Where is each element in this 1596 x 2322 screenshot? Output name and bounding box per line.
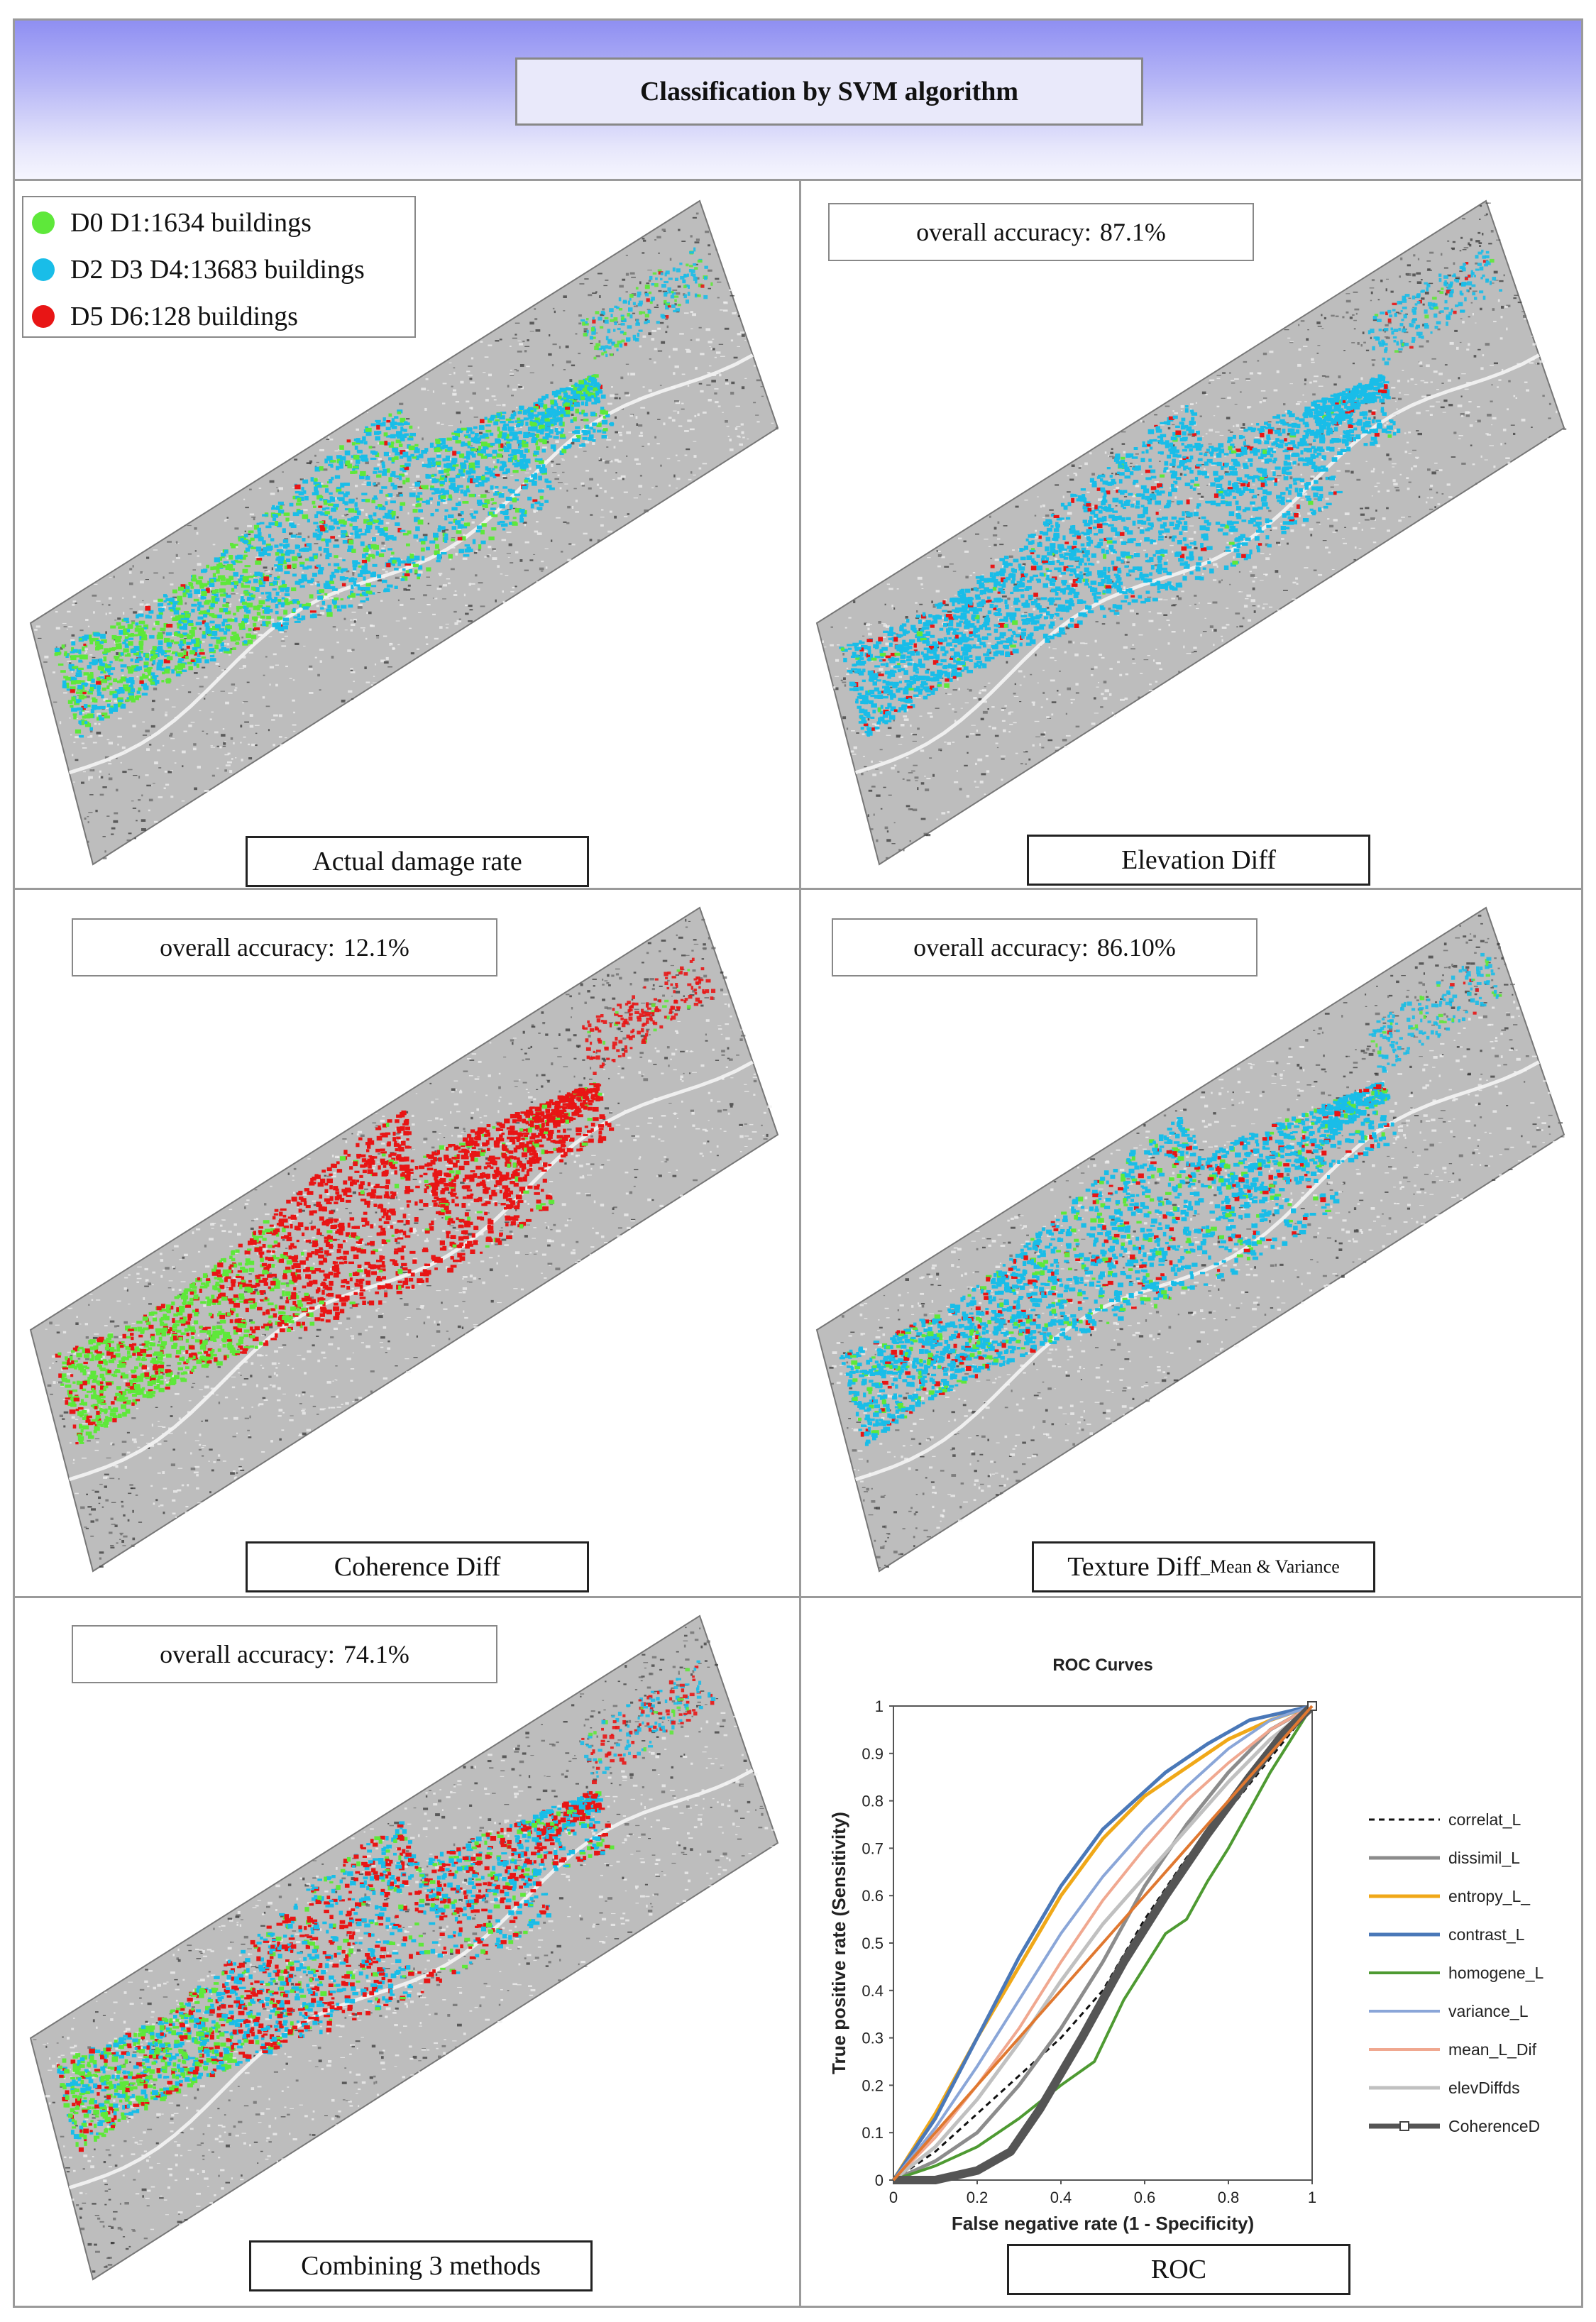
legend-entry-label: mean_L_Dif [1448, 2040, 1537, 2059]
figure-title: Classification by SVM algorithm [515, 57, 1143, 126]
y-tick-label: 0.6 [862, 1887, 884, 1905]
chart-title: ROC Curves [1052, 1656, 1152, 1675]
accuracy-value: 12.1% [343, 933, 409, 962]
panel-elevation-diff: overall accuracy: 87.1% Elevation Diff [801, 183, 1585, 888]
y-tick-label: 0.5 [862, 1935, 884, 1952]
accuracy-label: overall accuracy: [160, 933, 335, 962]
legend-entry-label: entropy_L_ [1448, 1887, 1531, 1905]
series-line-variance-l [892, 1705, 1313, 2181]
row-divider-1 [15, 888, 1581, 890]
panel-label: ROC [1007, 2244, 1350, 2295]
accuracy-value: 87.1% [1099, 218, 1166, 246]
legend-entry-label: homogene_L [1448, 1964, 1543, 1982]
header-band: Classification by SVM algorithm [15, 21, 1581, 181]
x-tick-label: 0 [889, 2189, 898, 2206]
x-tick-label: 0.2 [967, 2189, 989, 2206]
panel-coherence-diff: overall accuracy: 12.1% Coherence Diff [15, 890, 799, 1596]
building-points [54, 247, 713, 738]
legend-entry-label: elevDiffds [1448, 2079, 1520, 2097]
panel-label: Elevation Diff [1027, 835, 1370, 886]
panel-roc: ROC Curves 0 0.1 0.2 0.3 0.4 0.5 0.6 0.7 0.8 0.9 1 0… [801, 1598, 1585, 2306]
panel-label-main: Texture Diff [1067, 1552, 1201, 1582]
series-line-correlat-l [893, 1705, 1314, 2181]
accuracy-box: overall accuracy: 86.10% [832, 918, 1257, 976]
panel-label: Combining 3 methods [249, 2240, 593, 2291]
legend-item-d2-d4: D2 D3 D4:13683 buildings [32, 254, 365, 285]
x-tick-label: 1 [1308, 2189, 1316, 2206]
accuracy-value: 86.10% [1096, 933, 1176, 962]
map-strip [29, 906, 779, 1573]
y-tick-label: 0.1 [862, 2124, 884, 2142]
series-line-unnamed-9 [892, 1705, 1314, 2181]
building-points [839, 249, 1502, 737]
panel-label: Actual damage rate [246, 836, 589, 887]
building-points [55, 957, 716, 1445]
y-axis-label: True positive rate (Sensitivity) [828, 1812, 849, 2074]
series-line-contrast-l [891, 1704, 1313, 2181]
legend-entry-label: variance_L [1448, 2002, 1529, 2020]
accuracy-box: overall accuracy: 74.1% [72, 1625, 497, 1683]
series-line-dissimil-l [892, 1704, 1314, 2182]
legend-item-d5-d6: D5 D6:128 buildings [32, 301, 298, 332]
roc-chart: ROC Curves 0 0.1 0.2 0.3 0.4 0.5 0.6 0.7 0.8 0.9 1 0… [828, 1656, 1543, 2234]
map-strip [815, 199, 1565, 866]
y-tick-label: 0.7 [862, 1839, 884, 1857]
accuracy-box: overall accuracy: 12.1% [72, 918, 497, 976]
y-tick-label: 0 [875, 2172, 884, 2189]
damage-map [815, 199, 1567, 866]
legend-entry-label: dissimil_L [1448, 1849, 1520, 1867]
figure-frame: Classification by SVM algorithm D0 D1:16… [13, 18, 1583, 2308]
y-tick-label: 0.8 [862, 1793, 884, 1810]
series-line-elevdiffds [892, 1705, 1314, 2181]
panel-label-sub: _Mean & Variance [1200, 1556, 1340, 1577]
y-tick-label: 0.9 [862, 1745, 884, 1763]
accuracy-label: overall accuracy: [913, 933, 1089, 962]
legend-entry-label: contrast_L [1448, 1925, 1525, 1944]
building-points [839, 952, 1502, 1446]
legend-entry-label: CoherenceD [1448, 2117, 1540, 2135]
legend-marker [1399, 2121, 1409, 2131]
legend-dot-green [32, 211, 55, 234]
x-tick-label: 0.4 [1050, 2189, 1072, 2206]
series-line-homogene-l [893, 1705, 1314, 2181]
row-divider-2 [15, 1596, 1581, 1598]
panel-texture-diff: overall accuracy: 86.10% Texture Diff _Me… [801, 890, 1585, 1596]
panel-combined: overall accuracy: 74.1% Combining 3 meth… [15, 1598, 799, 2306]
map-legend: D0 D1:1634 buildings D2 D3 D4:13683 buil… [22, 196, 416, 338]
legend-label: D0 D1:1634 buildings [70, 208, 312, 238]
accuracy-label: overall accuracy: [916, 218, 1091, 246]
legend-item-d0-d1: D0 D1:1634 buildings [32, 207, 312, 238]
legend-label: D5 D6:128 buildings [70, 302, 298, 331]
map-strip [29, 1614, 779, 2281]
panel-label: Coherence Diff [246, 1541, 589, 1592]
legend-entry-label: correlat_L [1448, 1810, 1521, 1829]
accuracy-box: overall accuracy: 87.1% [828, 203, 1254, 261]
building-points [57, 1660, 716, 2152]
y-tick-label: 0.2 [862, 2076, 884, 2094]
damage-map [815, 906, 1565, 1573]
accuracy-label: overall accuracy: [160, 1640, 335, 1668]
legend-dot-blue [32, 258, 55, 281]
x-tick-label: 0.8 [1218, 2189, 1240, 2206]
panel-actual-damage: D0 D1:1634 buildings D2 D3 D4:13683 buil… [15, 183, 799, 888]
legend-label: D2 D3 D4:13683 buildings [70, 255, 365, 285]
panel-label: Texture Diff _Mean & Variance [1032, 1541, 1375, 1592]
damage-map [29, 199, 779, 866]
x-axis-label: False negative rate (1 - Specificity) [952, 2213, 1254, 2234]
accuracy-value: 74.1% [343, 1640, 409, 1668]
damage-map [29, 1614, 779, 2281]
x-tick-label: 0.6 [1134, 2189, 1156, 2206]
y-tick-label: 1 [875, 1698, 884, 1715]
damage-map [29, 906, 779, 1573]
column-divider [799, 181, 801, 2308]
y-tick-label: 0.3 [862, 2030, 884, 2047]
legend-dot-red [32, 305, 55, 328]
y-tick-label: 0.4 [862, 1982, 884, 2000]
